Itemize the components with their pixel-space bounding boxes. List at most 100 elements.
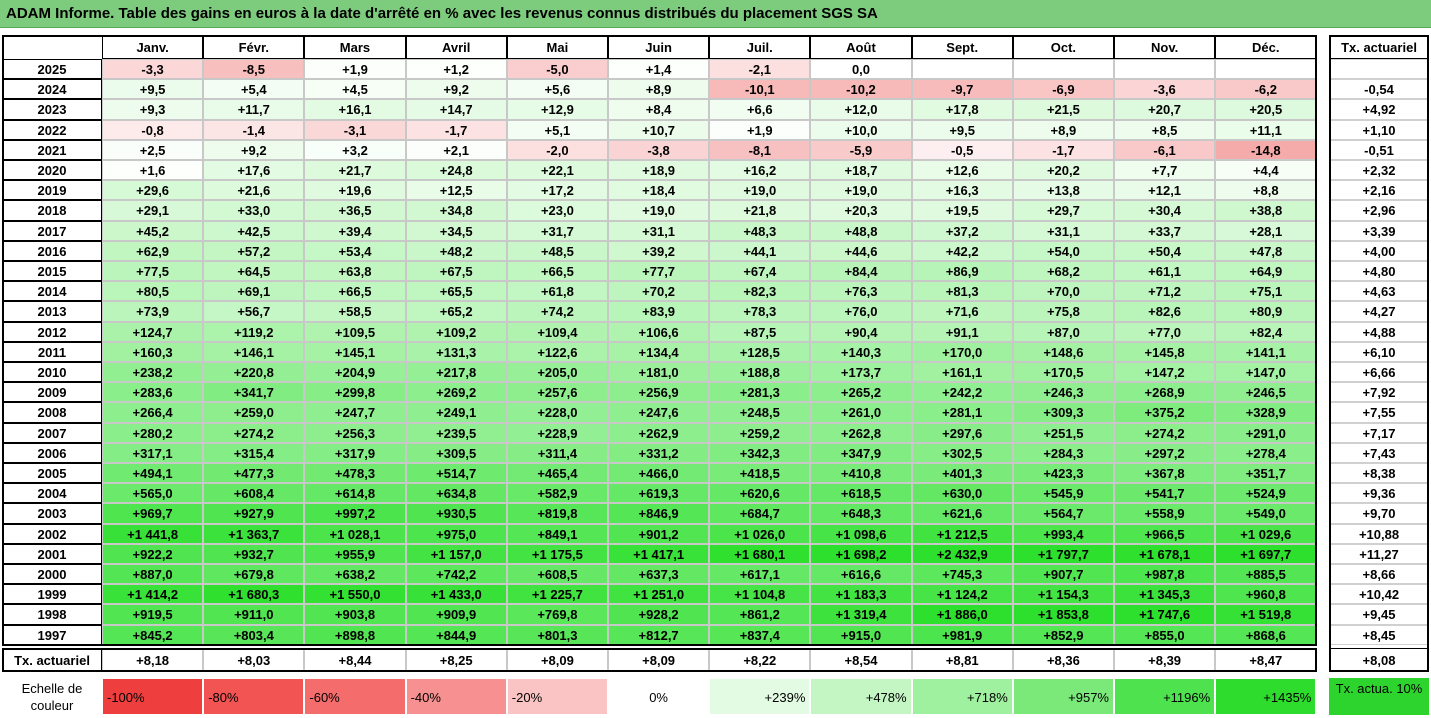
gain-cell bbox=[911, 59, 1013, 80]
gain-cell: +220,8 bbox=[203, 362, 305, 383]
year-label: 2006 bbox=[2, 442, 102, 463]
gain-cell: +375,2 bbox=[1114, 402, 1216, 423]
gain-cell: +845,2 bbox=[102, 624, 204, 645]
gain-cell: +1 175,5 bbox=[506, 543, 608, 564]
month-header: Févr. bbox=[203, 35, 305, 59]
gain-cell: +31,1 bbox=[1012, 220, 1114, 241]
year-label: 2022 bbox=[2, 119, 102, 140]
gain-cell: +106,6 bbox=[608, 321, 710, 342]
gain-cell: +342,3 bbox=[709, 442, 811, 463]
gain-cell: +315,4 bbox=[203, 442, 305, 463]
gain-cell: +33,0 bbox=[203, 200, 305, 221]
gain-cell bbox=[1012, 59, 1114, 80]
gain-cell: +1 029,6 bbox=[1215, 523, 1317, 544]
gain-cell: +16,2 bbox=[709, 160, 811, 181]
month-header: Nov. bbox=[1114, 35, 1216, 59]
gain-cell: +6,6 bbox=[709, 99, 811, 120]
month-header: Mars bbox=[304, 35, 406, 59]
gain-cell: +17,8 bbox=[911, 99, 1013, 120]
legend-swatch: +1435% bbox=[1215, 678, 1317, 715]
year-label: 2011 bbox=[2, 341, 102, 362]
gain-cell: +256,3 bbox=[304, 422, 406, 443]
gain-cell: +23,0 bbox=[506, 200, 608, 221]
gain-cell: +238,2 bbox=[102, 362, 204, 383]
gain-cell: +331,2 bbox=[608, 442, 710, 463]
gain-cell: +582,9 bbox=[506, 483, 608, 504]
gain-cell: +124,7 bbox=[102, 321, 204, 342]
gain-cell: +39,4 bbox=[304, 220, 406, 241]
gain-cell: +852,9 bbox=[1012, 624, 1114, 645]
gain-cell: +87,5 bbox=[709, 321, 811, 342]
gain-cell: +77,7 bbox=[608, 261, 710, 282]
gain-cell: +38,8 bbox=[1215, 200, 1317, 221]
rate-cell: +4,00 bbox=[1329, 240, 1429, 261]
gain-cell: +1 345,3 bbox=[1114, 584, 1216, 605]
gain-cell: +64,5 bbox=[203, 261, 305, 282]
gain-cell: +71,6 bbox=[911, 301, 1013, 322]
year-label: 2008 bbox=[2, 402, 102, 423]
gain-cell: +17,2 bbox=[506, 180, 608, 201]
gain-cell: +109,5 bbox=[304, 321, 406, 342]
gain-cell: -9,7 bbox=[911, 79, 1013, 100]
gain-cell: +242,2 bbox=[911, 382, 1013, 403]
gain-cell: -3,8 bbox=[608, 139, 710, 160]
rate-cell: -0,54 bbox=[1329, 79, 1429, 100]
rate-cell: +1,10 bbox=[1329, 119, 1429, 140]
gain-cell: -0,5 bbox=[911, 139, 1013, 160]
gain-cell: +262,9 bbox=[608, 422, 710, 443]
gain-cell: +1 212,5 bbox=[911, 523, 1013, 544]
summary-cell: +8,39 bbox=[1114, 647, 1216, 672]
gain-cell: +77,5 bbox=[102, 261, 204, 282]
gain-cell: +901,2 bbox=[608, 523, 710, 544]
gain-cell: +1 225,7 bbox=[506, 584, 608, 605]
gain-cell: +317,1 bbox=[102, 442, 204, 463]
gain-cell: +246,5 bbox=[1215, 382, 1317, 403]
gain-cell: +217,8 bbox=[405, 362, 507, 383]
summary-cell: +8,09 bbox=[506, 647, 608, 672]
gain-cell: +1 363,7 bbox=[203, 523, 305, 544]
summary-cell: +8,81 bbox=[911, 647, 1013, 672]
gain-cell: +63,8 bbox=[304, 261, 406, 282]
gain-cell: +565,0 bbox=[102, 483, 204, 504]
gain-cell: +466,0 bbox=[608, 463, 710, 484]
gain-cell: +161,1 bbox=[911, 362, 1013, 383]
gain-cell: +927,9 bbox=[203, 503, 305, 524]
month-header: Juil. bbox=[709, 35, 811, 59]
gain-cell: +541,7 bbox=[1114, 483, 1216, 504]
gain-cell: +16,3 bbox=[911, 180, 1013, 201]
gain-cell: +619,3 bbox=[608, 483, 710, 504]
gain-cell: +8,9 bbox=[1012, 119, 1114, 140]
rate-cell: +9,70 bbox=[1329, 503, 1429, 524]
gain-cell: +608,5 bbox=[506, 564, 608, 585]
rate-cell: +8,38 bbox=[1329, 463, 1429, 484]
gain-cell: +283,6 bbox=[102, 382, 204, 403]
summary-cell: +8,09 bbox=[608, 647, 710, 672]
gain-cell: +7,7 bbox=[1114, 160, 1216, 181]
gain-cell: +1 680,1 bbox=[709, 543, 811, 564]
gain-cell: +247,7 bbox=[304, 402, 406, 423]
gain-cell: +20,2 bbox=[1012, 160, 1114, 181]
gain-cell: +83,9 bbox=[608, 301, 710, 322]
gain-cell: +915,0 bbox=[810, 624, 912, 645]
gain-cell: +558,9 bbox=[1114, 503, 1216, 524]
rate-cell: -0,51 bbox=[1329, 139, 1429, 160]
gain-cell: +47,8 bbox=[1215, 240, 1317, 261]
year-label: 2020 bbox=[2, 160, 102, 181]
year-label: 2017 bbox=[2, 220, 102, 241]
gain-cell: +29,1 bbox=[102, 200, 204, 221]
gain-cell: +846,9 bbox=[608, 503, 710, 524]
gain-cell: +261,0 bbox=[810, 402, 912, 423]
gain-cell: +960,8 bbox=[1215, 584, 1317, 605]
rate-cell: +10,42 bbox=[1329, 584, 1429, 605]
gain-cell: -5,0 bbox=[506, 59, 608, 80]
gain-cell: +109,2 bbox=[405, 321, 507, 342]
gain-cell: +620,6 bbox=[709, 483, 811, 504]
gain-cell: -6,9 bbox=[1012, 79, 1114, 100]
year-label: 2024 bbox=[2, 79, 102, 100]
rate-cell: +6,10 bbox=[1329, 341, 1429, 362]
gain-cell: +1,9 bbox=[709, 119, 811, 140]
gain-cell: +477,3 bbox=[203, 463, 305, 484]
summary-cell: +8,25 bbox=[405, 647, 507, 672]
gain-cell: +3,2 bbox=[304, 139, 406, 160]
gain-cell: +993,4 bbox=[1012, 523, 1114, 544]
